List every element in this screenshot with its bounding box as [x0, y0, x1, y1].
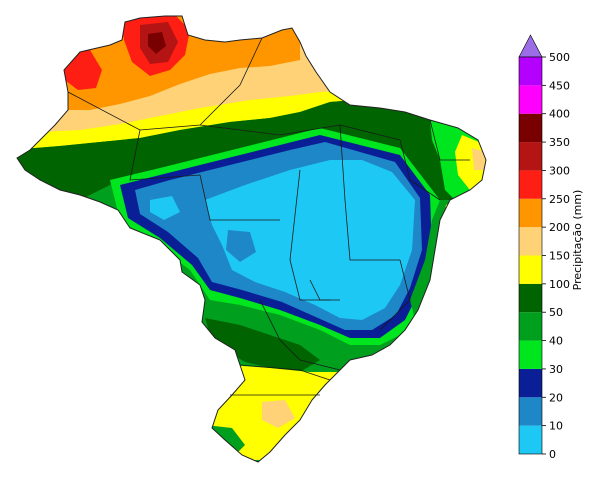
- border-pr: [239, 364, 331, 381]
- colorbar-segment: [519, 312, 542, 341]
- border-df: [309, 279, 340, 301]
- zone-50-100: [17, 98, 486, 200]
- colorbar-tick-label: 10: [549, 420, 563, 433]
- zone-0-10: [205, 160, 415, 320]
- colorbar-tick-label: 100: [549, 278, 570, 291]
- zone-100-150-coast: [455, 135, 486, 190]
- colorbar-tick-label: 450: [549, 79, 570, 92]
- colorbar-tick-label: 200: [549, 221, 570, 234]
- colorbar-segment: [519, 198, 542, 228]
- colorbar-tick-label: 0: [549, 448, 556, 461]
- zone-0-10-patch: [150, 196, 180, 220]
- colorbar-group: 0 10 20 30 40 50 100 150 200 250 300 350 400 450 500: [518, 34, 570, 461]
- colorbar-tick-label: 150: [549, 250, 570, 263]
- zone-20-30-patch: [226, 230, 256, 262]
- colorbar-tick-label: 50: [549, 306, 563, 319]
- precipitation-map: [16, 15, 487, 463]
- border-ce-pe: [429, 119, 470, 161]
- colorbar-segment: [519, 283, 542, 313]
- colorbar-segment: [519, 368, 542, 398]
- border-to-ba: [339, 124, 400, 261]
- border-pi-ba: [399, 139, 441, 201]
- zone-350-400: [148, 32, 166, 54]
- border-ro-mt: [129, 129, 280, 221]
- colorbar-tick-label: 300: [549, 164, 570, 177]
- border-mg-es: [379, 259, 411, 331]
- colorbar-tick-label: 30: [549, 363, 563, 376]
- colorbar-tick-label: 40: [549, 335, 563, 348]
- zone-50-100-south: [205, 318, 320, 372]
- colorbar-tick-label: 500: [549, 51, 570, 64]
- colorbar-segment: [519, 85, 542, 114]
- colorbar-segment: [519, 340, 542, 369]
- colorbar-segment: [519, 113, 542, 143]
- colorbar-extend-triangle: [518, 34, 543, 58]
- state-borders: [67, 37, 470, 396]
- colorbar-tick-label: 20: [549, 391, 563, 404]
- zone-150-200-south: [262, 400, 295, 428]
- colorbar-tick-label: 400: [549, 108, 570, 121]
- border-mt-go: [289, 169, 330, 301]
- colorbar-tick-label: 350: [549, 136, 570, 149]
- colorbar-title: Precipitação (mm): [571, 190, 584, 291]
- colorbar-segment: [519, 227, 542, 256]
- border-pa-to: [199, 124, 401, 141]
- zone-150-200-coast: [472, 148, 486, 170]
- colorbar-segment: [519, 57, 542, 86]
- colorbar-segment: [519, 425, 542, 454]
- colorbar-segment: [519, 397, 542, 426]
- colorbar-segment: [519, 255, 542, 284]
- colorbar-tick-label: 250: [549, 193, 570, 206]
- colorbar-segment: [519, 142, 542, 171]
- colorbar-segment: [519, 170, 542, 199]
- zone-40-50-south: [200, 300, 380, 372]
- border-ms-sp: [259, 299, 341, 371]
